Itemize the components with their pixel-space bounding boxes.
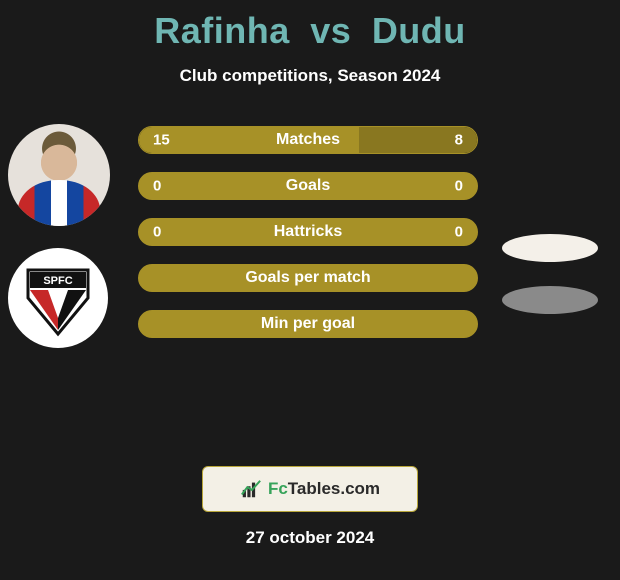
stat-bars: Matches 15 8 Goals 0 0 Hattricks 0 0 Goals per ma…	[138, 126, 478, 356]
player2-name: Dudu	[372, 10, 466, 51]
stat-label: Goals	[286, 177, 330, 195]
comparison-card: Rafinha vs Dudu Club competitions, Seaso…	[0, 0, 620, 580]
stat-value-right: 0	[455, 224, 463, 241]
date-label: 27 october 2024	[246, 528, 375, 548]
page-title: Rafinha vs Dudu	[0, 0, 620, 52]
stat-label: Matches	[276, 131, 340, 149]
player1-avatar-column: SPFC	[8, 124, 112, 348]
stat-bar: Matches 15 8	[138, 126, 478, 154]
svg-text:SPFC: SPFC	[43, 275, 72, 287]
stat-value-right: 8	[455, 132, 463, 149]
stat-label: Min per goal	[261, 315, 355, 333]
brand-text: FcTables.com	[268, 479, 380, 499]
player2-photo-placeholder	[502, 234, 598, 262]
brand-card: FcTables.com	[202, 466, 418, 512]
stat-value-right: 0	[455, 178, 463, 195]
stat-bar: Goals per match	[138, 264, 478, 292]
stat-bar: Hattricks 0 0	[138, 218, 478, 246]
stat-label: Hattricks	[274, 223, 342, 241]
stat-value-left: 0	[153, 178, 161, 195]
bars-chart-icon	[240, 478, 262, 500]
stat-label: Goals per match	[245, 269, 370, 287]
vs-label: vs	[310, 10, 351, 51]
club-badge-icon: SPFC	[8, 248, 108, 348]
brand-prefix: Fc	[268, 479, 288, 498]
stat-bar: Goals 0 0	[138, 172, 478, 200]
player1-club-badge: SPFC	[8, 248, 108, 348]
stat-value-left: 0	[153, 224, 161, 241]
player2-club-placeholder	[502, 286, 598, 314]
stat-bar: Min per goal	[138, 310, 478, 338]
player1-name: Rafinha	[154, 10, 290, 51]
player1-photo	[8, 124, 110, 226]
stat-value-left: 15	[153, 132, 170, 149]
brand-rest: Tables.com	[288, 479, 380, 498]
subtitle: Club competitions, Season 2024	[0, 66, 620, 86]
